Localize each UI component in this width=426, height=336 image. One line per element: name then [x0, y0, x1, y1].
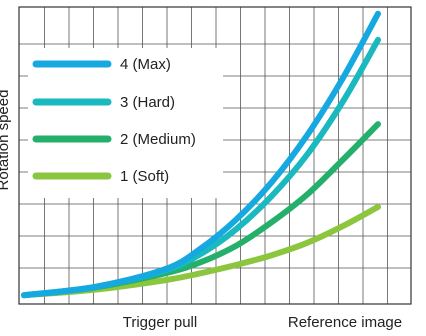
legend-label-3-hard: 3 (Hard) [120, 94, 175, 111]
series-group [21, 10, 381, 299]
y-axis-label: Rotation speed [0, 90, 12, 191]
series-line-4-max [21, 10, 381, 299]
x-axis-label: Trigger pull [123, 314, 197, 331]
legend-label-2-medium: 2 (Medium) [120, 131, 196, 148]
legend-label-4-max: 4 (Max) [120, 56, 171, 73]
plot-frame [18, 6, 412, 305]
legend-label-1-soft: 1 (Soft) [120, 168, 169, 185]
legend: 4 (Max) 3 (Hard) 2 (Medium) 1 (Soft) [28, 48, 223, 198]
caption-text: Reference image [288, 314, 402, 331]
